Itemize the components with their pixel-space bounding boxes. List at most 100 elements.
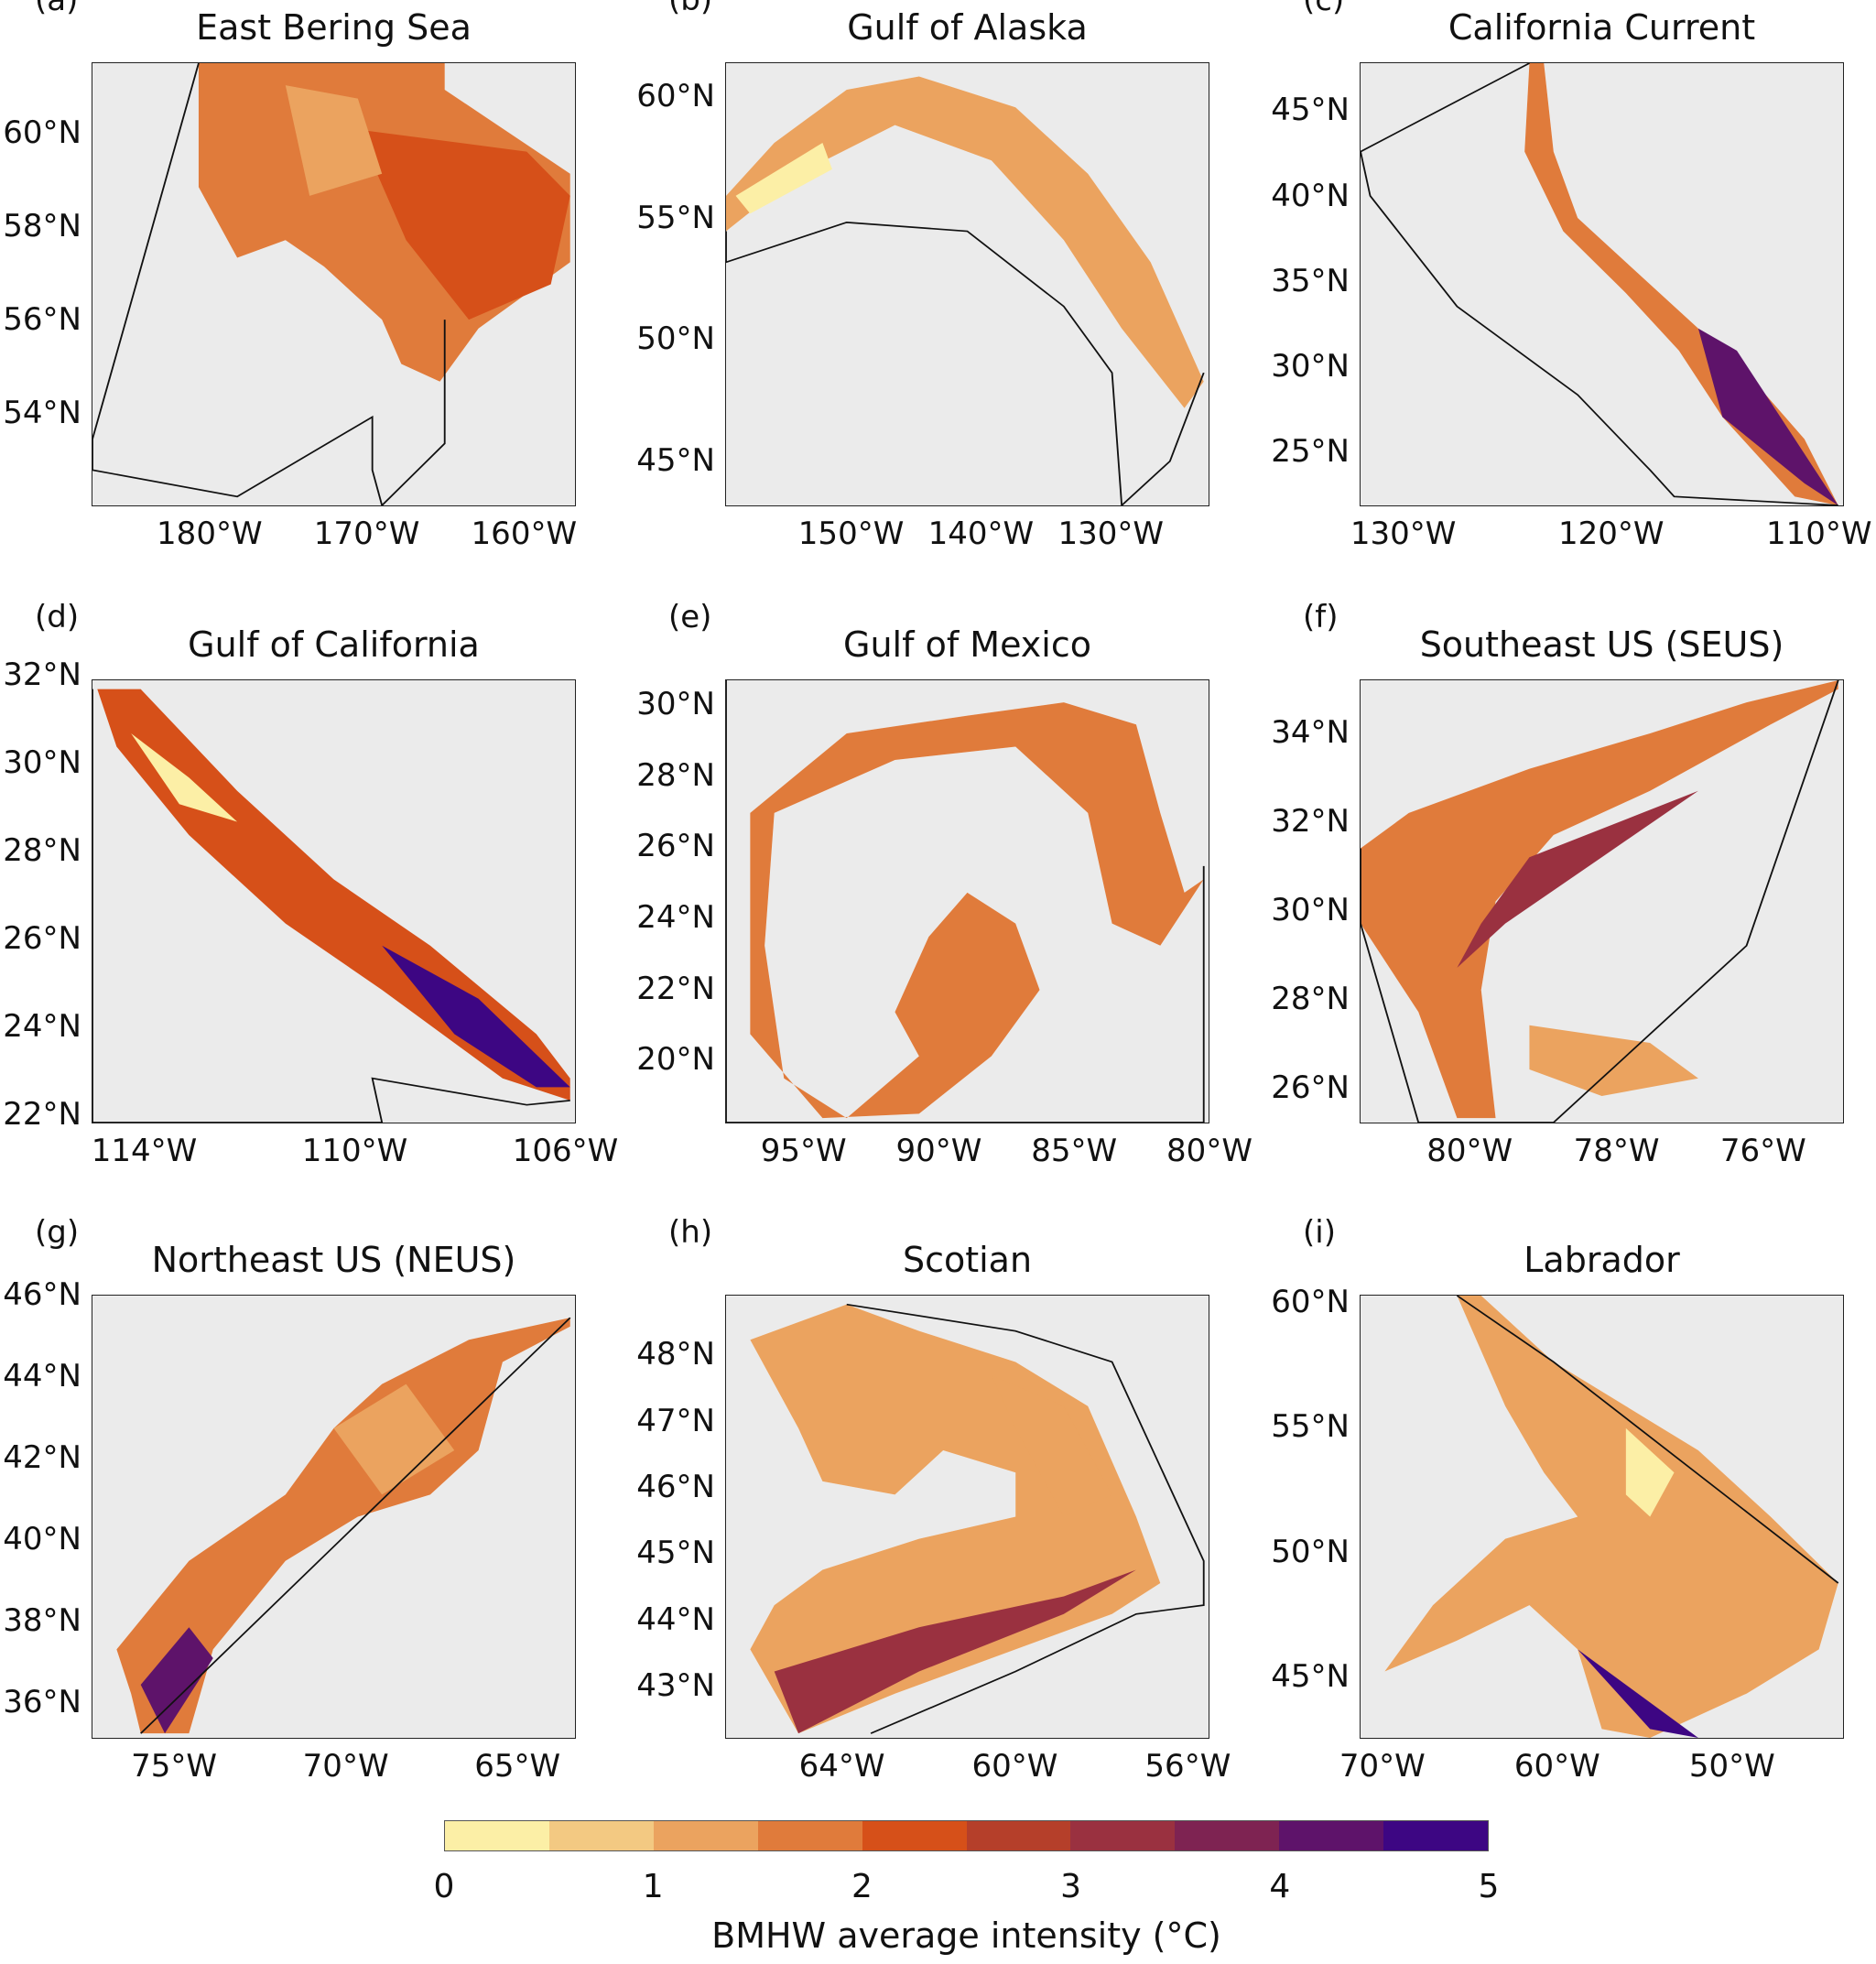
map-axes xyxy=(1360,62,1844,506)
x-tick-label: 80°W xyxy=(1426,1133,1513,1169)
y-tick-label: 34°N xyxy=(1271,714,1350,752)
y-tick-label: 26°N xyxy=(1271,1069,1350,1107)
colorbar-segment xyxy=(445,1821,549,1850)
x-tick-label: 114°W xyxy=(91,1133,198,1169)
intensity-region xyxy=(991,1374,1112,1517)
x-tick-label: 110°W xyxy=(301,1133,408,1169)
y-tick-label: 45°N xyxy=(636,1535,715,1572)
map-axes xyxy=(92,679,576,1123)
x-tick-label: 50°W xyxy=(1688,1748,1775,1785)
region-boundary xyxy=(1456,1296,1839,1584)
y-tick-label: 24°N xyxy=(636,898,715,936)
map-axes xyxy=(725,1295,1209,1739)
map-panel-f: (f) Southeast US (SEUS) 80°W 78°W 76°W 34°N… xyxy=(1271,599,1844,1169)
colorbar-segment xyxy=(548,1821,654,1850)
map-panel-h: (h) Scotian 64°W 60°W 56°W 48°N 47°N 46°N 45°N… xyxy=(636,1214,1231,1785)
colorbar-tick-label: 0 xyxy=(433,1868,455,1905)
x-tick-label: 140°W xyxy=(927,515,1035,552)
x-tick-label: 78°W xyxy=(1573,1133,1660,1169)
map-panel-d: (d) Gulf of California 114°W 110°W 106°W 32… xyxy=(3,599,618,1169)
colorbar-segment xyxy=(1070,1821,1176,1850)
y-tick-label: 26°N xyxy=(3,920,81,958)
panel-title: Northeast US (NEUS) xyxy=(151,1240,516,1280)
intensity-region xyxy=(131,732,238,822)
y-tick-label: 28°N xyxy=(1271,981,1350,1018)
y-tick-label: 26°N xyxy=(636,828,715,865)
intensity-region xyxy=(116,1318,570,1734)
y-tick-label: 30°N xyxy=(1271,348,1350,385)
panel-title: East Bering Sea xyxy=(196,7,472,48)
colorbar-segment xyxy=(1383,1821,1489,1850)
y-tick-label: 36°N xyxy=(3,1683,81,1720)
y-tick-label: 47°N xyxy=(636,1402,715,1439)
intensity-region xyxy=(735,142,832,214)
intensity-region xyxy=(285,85,383,196)
region-boundary xyxy=(1361,680,1839,1123)
colorbar-segment xyxy=(1279,1821,1384,1850)
y-tick-label: 40°N xyxy=(3,1520,81,1557)
colorbar-tick-label: 4 xyxy=(1269,1868,1291,1905)
x-tick-label: 150°W xyxy=(797,515,905,552)
y-tick-label: 22°N xyxy=(3,1096,81,1134)
y-tick-label: 28°N xyxy=(636,756,715,794)
panel-title: Gulf of Mexico xyxy=(843,624,1091,665)
x-tick-label: 64°W xyxy=(798,1748,885,1785)
y-tick-label: 44°N xyxy=(636,1600,715,1638)
colorbar-segment xyxy=(966,1821,1071,1850)
colorbar-tick-label: 1 xyxy=(642,1868,664,1905)
x-tick-label: 110°W xyxy=(1765,515,1872,552)
y-tick-label: 46°N xyxy=(3,1276,81,1313)
panel-letter: (h) xyxy=(668,1214,713,1251)
panel-title: Scotian xyxy=(902,1240,1033,1280)
y-tick-label: 32°N xyxy=(1271,803,1350,841)
x-tick-label: 85°W xyxy=(1031,1133,1118,1169)
map-axes xyxy=(92,1295,576,1739)
panel-letter: (f) xyxy=(1303,599,1339,635)
region-boundary xyxy=(726,680,1205,1123)
x-tick-label: 120°W xyxy=(1557,515,1665,552)
map-panel-c: (c) California Current 130°W 120°W 110°W 45… xyxy=(1271,0,1871,552)
intensity-region xyxy=(357,129,570,320)
panel-title: Labrador xyxy=(1524,1240,1680,1280)
y-tick-label: 60°N xyxy=(3,114,81,151)
y-tick-label: 20°N xyxy=(636,1041,715,1079)
y-tick-label: 45°N xyxy=(1271,92,1350,129)
region-boundary xyxy=(92,63,446,505)
map-panel-a: (a) East Bering Sea 180°W 170°W 160°W 60°N 5… xyxy=(3,0,577,552)
y-tick-label: 32°N xyxy=(3,656,81,694)
x-tick-label: 80°W xyxy=(1166,1133,1252,1169)
map-axes xyxy=(725,679,1209,1123)
region-boundary xyxy=(726,222,1205,505)
y-tick-label: 50°N xyxy=(1271,1533,1350,1570)
y-tick-label: 25°N xyxy=(1271,433,1350,471)
panel-letter: (d) xyxy=(35,599,80,635)
y-tick-label: 24°N xyxy=(3,1008,81,1046)
y-tick-label: 50°N xyxy=(636,320,715,358)
intensity-region xyxy=(1384,1296,1838,1738)
y-tick-label: 35°N xyxy=(1271,262,1350,299)
intensity-region xyxy=(726,76,1204,408)
y-tick-label: 44°N xyxy=(3,1357,81,1394)
colorbar-segment xyxy=(757,1821,862,1850)
colorbar-tick-label: 5 xyxy=(1478,1868,1500,1905)
panel-letter: (i) xyxy=(1303,1214,1336,1251)
panel-letter: (a) xyxy=(35,0,79,18)
colorbar-tick-label: 3 xyxy=(1060,1868,1082,1905)
y-tick-label: 40°N xyxy=(1271,177,1350,214)
y-tick-label: 46°N xyxy=(636,1468,715,1505)
x-tick-label: 76°W xyxy=(1719,1133,1806,1169)
y-tick-label: 22°N xyxy=(636,970,715,1007)
colorbar-segment xyxy=(862,1821,967,1850)
colorbar-segment xyxy=(653,1821,758,1850)
map-panel-i: (i) Labrador 70°W 60°W 50°W 60°N 55°N 50°N 45°… xyxy=(1271,1214,1844,1785)
y-tick-label: 48°N xyxy=(636,1336,715,1373)
y-tick-label: 58°N xyxy=(3,207,81,244)
y-tick-label: 30°N xyxy=(636,686,715,723)
y-tick-label: 30°N xyxy=(1271,892,1350,929)
intensity-region xyxy=(382,945,570,1088)
x-tick-label: 60°W xyxy=(971,1748,1058,1785)
region-boundary xyxy=(1361,63,1838,505)
intensity-region xyxy=(1697,328,1838,505)
x-tick-label: 90°W xyxy=(895,1133,982,1169)
